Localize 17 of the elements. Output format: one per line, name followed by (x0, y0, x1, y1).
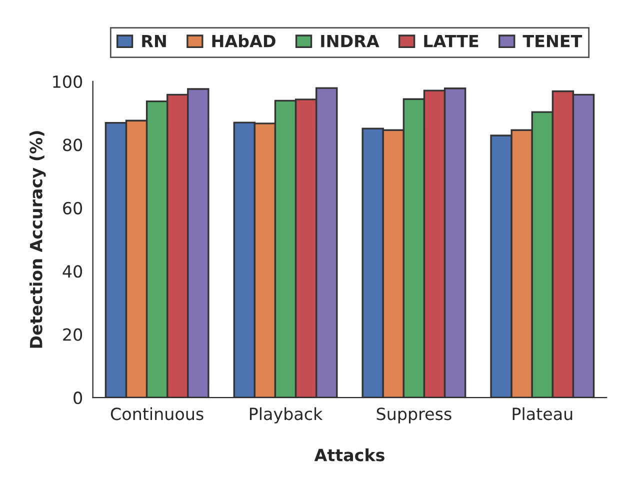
y-tick-label: 100 (53, 75, 82, 88)
y-axis-title: Detection Accuracy (%) (30, 131, 46, 348)
y-tick-label: 0 (74, 392, 82, 404)
legend-label: TENET (522, 35, 582, 48)
legend-label: HAbAD (212, 34, 276, 48)
x-tick-label: Playback (250, 407, 323, 424)
x-axis-title: Attacks (314, 448, 384, 462)
x-tick-label: Suppress (376, 408, 452, 424)
y-tick-label: 20 (63, 328, 82, 341)
y-tick-label: 40 (62, 265, 82, 278)
legend-label: LATTE (424, 35, 478, 48)
legend-label: RN (142, 35, 166, 48)
x-tick-label: Plateau (512, 407, 572, 420)
y-tick-label: 80 (63, 138, 82, 152)
x-tick-label: Continuous (110, 407, 204, 420)
legend-label: INDRA (321, 35, 380, 48)
y-tick-label: 60 (63, 202, 82, 214)
